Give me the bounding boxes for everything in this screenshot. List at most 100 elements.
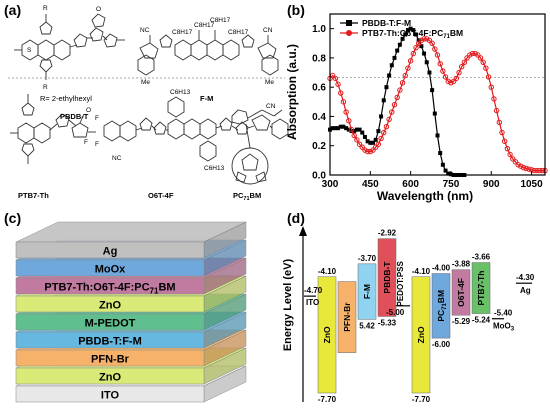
o6t4f-c6h13-2: C6H13 (204, 165, 225, 172)
series-1-point (365, 139, 370, 144)
series-1-point (459, 173, 464, 177)
stack-layer-label: PBDB-T:F-M (78, 336, 142, 348)
series-2-point (450, 78, 457, 85)
stack-layer-top (15, 365, 247, 387)
series-2-point (534, 167, 540, 174)
series-1-point (328, 127, 332, 132)
series-2-point (359, 144, 365, 150)
series-2-point (338, 90, 344, 96)
series-2-point (440, 68, 446, 74)
series-2-point (394, 94, 400, 101)
series-1-point (376, 129, 381, 134)
series-1-point (408, 26, 413, 31)
series-2-point (370, 147, 376, 153)
energy-bar: PTB7-Th -3.66 -5.24 (471, 253, 491, 325)
series-2-point (378, 135, 384, 142)
fm-nc-label: NC (140, 27, 150, 34)
series-2-point (391, 102, 398, 108)
moo3-label: MoO3 (493, 322, 515, 333)
series-1-point (373, 137, 378, 142)
series-2-point (536, 167, 543, 174)
pedot-label: PEDOT:PSS (396, 260, 405, 306)
series-2-point (475, 52, 481, 58)
stack-layer-label: M-PEDOT (85, 318, 136, 330)
stack-layer-label: ITO (101, 390, 120, 402)
series-1-point (400, 36, 405, 41)
stack-layer-front (15, 277, 205, 295)
series-1-point (440, 162, 445, 167)
label-pc71bm: PC71BM (233, 191, 261, 202)
energy-top-value: -3.88 (452, 260, 471, 269)
energy-bottom-value: -5.24 (472, 316, 491, 325)
series-2-point (348, 126, 355, 133)
stack-layer-top (15, 239, 247, 261)
fm-structure (137, 30, 279, 76)
ag-label: Ag (520, 286, 531, 295)
series-2-point (491, 96, 497, 102)
series-2-point (399, 80, 406, 86)
series-2-point (510, 156, 516, 162)
series-2-point (445, 78, 451, 85)
series-1-point (397, 42, 402, 47)
stack-layer-label: PFN-Br (91, 354, 130, 366)
energy-top-value: -2.92 (378, 229, 397, 238)
pbdbt-o-label: O (96, 6, 101, 13)
series-1-point (395, 48, 400, 53)
series-1-point (411, 28, 416, 33)
stack-layer-side (203, 221, 247, 259)
series-1-point (371, 140, 375, 145)
x-tick-label: 1050 (520, 179, 543, 190)
series-2-point (405, 65, 411, 71)
label-fm: F-M (200, 94, 213, 103)
series-2-point (389, 109, 395, 115)
panel-label-b: (b) (287, 2, 305, 18)
series-1-point (438, 151, 443, 156)
energy-bar-rect (411, 276, 431, 394)
fm-me-right: Me (265, 79, 274, 86)
series-2-point (340, 99, 347, 105)
ito-label: ITO (306, 298, 319, 307)
series-1-point (352, 129, 357, 134)
stack-layer: ZnO (15, 347, 247, 385)
series-line-2 (329, 38, 545, 172)
series-2-point (442, 74, 449, 80)
energy-top-value: -4.10 (412, 267, 431, 276)
stack-layer-side (203, 365, 247, 403)
o6t4f-cn-label: CN (266, 103, 276, 110)
series-2-point (354, 137, 360, 143)
pc71bm-structure (231, 109, 283, 185)
series-1-point (454, 173, 459, 177)
stack-layer-front (15, 295, 205, 313)
moo3-value: -5.40 (494, 309, 513, 318)
fm-c8h17-3: C8H17 (172, 29, 193, 36)
stack-layer-top (15, 221, 247, 243)
o6t4f-c6h13-1: C6H13 (170, 89, 191, 96)
energy-top-value: -4.00 (432, 264, 451, 273)
energy-bar-rect (471, 262, 491, 314)
energy-bar-label: O6T-4F (456, 278, 466, 307)
label-o6t4f: O6T-4F (148, 191, 174, 200)
fm-c8h17-2: C8H17 (210, 17, 231, 24)
series-1-point (427, 70, 432, 75)
chart-legend: PBDB-T:F-M PTB7-Th:O6T-4F:PC71BM (340, 18, 463, 40)
series-2-point (332, 75, 339, 82)
o6t4f-f-label-2: F (95, 141, 99, 148)
series-2-point (448, 80, 454, 86)
series-1-point (462, 173, 467, 177)
series-2-point (367, 148, 374, 155)
series-2-point (542, 167, 548, 174)
ptb7th-o-label: O (86, 107, 91, 114)
series-2-point (426, 37, 433, 44)
energy-bar-label: ZnO (416, 326, 426, 343)
series-2-point (327, 75, 333, 82)
legend-marker-series-1 (346, 20, 352, 26)
series-2-point (329, 72, 336, 79)
energy-bar: F-M -3.70 5.42 (357, 254, 377, 330)
series-1-point (448, 172, 453, 177)
o6t4f-f-label-1: F (95, 115, 99, 122)
label-pbdbt: PBDB-T (60, 112, 89, 121)
series-2-point (493, 107, 500, 114)
stack-layer: ITO (15, 365, 247, 403)
series-1-point (451, 173, 456, 177)
energy-bar-label: PFN-Br (342, 302, 352, 332)
